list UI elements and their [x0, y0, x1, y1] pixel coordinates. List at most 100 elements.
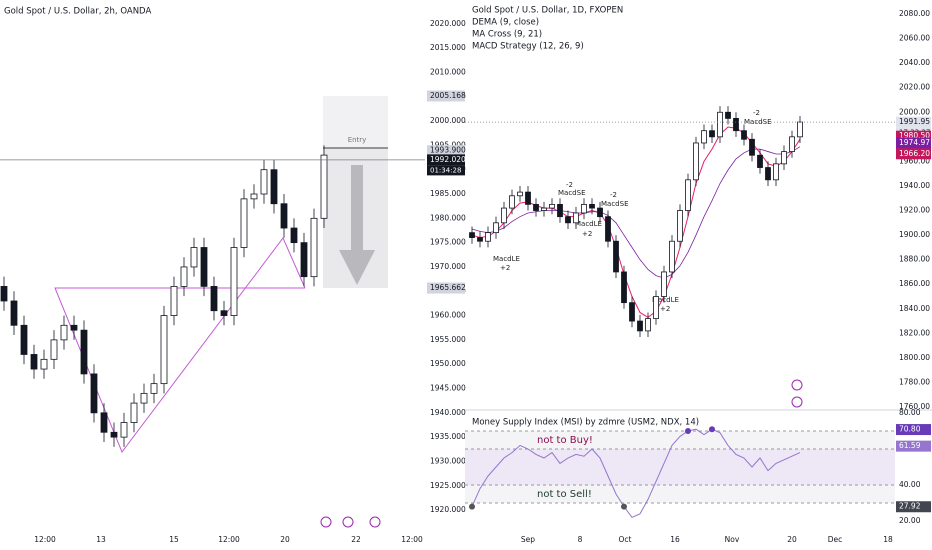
candle-body: [677, 210, 683, 242]
x-tick-label: 12:00: [218, 535, 240, 544]
price-label: 1974.97: [899, 138, 930, 147]
candle-body: [240, 198, 248, 248]
candle-body: [525, 191, 531, 205]
x-tick-label: Oct: [619, 535, 632, 544]
signal-label: MacdLE: [493, 255, 520, 263]
candle-body: [180, 266, 188, 287]
candle-body: [621, 271, 627, 304]
y-tick-label: 1860.00: [899, 279, 930, 288]
lower-zone: [465, 485, 895, 504]
candle-body: [709, 130, 715, 138]
candle-body: [757, 154, 763, 168]
x-tick-label: 20: [787, 535, 797, 544]
price-label: 1980.50: [899, 131, 930, 140]
signal-point: [709, 426, 715, 433]
price-label-box: [427, 282, 465, 294]
candle-body: [170, 285, 178, 316]
candle-body: [0, 285, 8, 302]
price-label: 1966.20: [899, 149, 930, 158]
candle-body: [765, 167, 771, 181]
price-label-box: [896, 424, 931, 436]
y-tick-label: 1940.000: [430, 408, 466, 417]
candle-body: [637, 320, 643, 332]
price-label-box: [896, 148, 931, 160]
signal-label: MacdSE: [558, 189, 586, 197]
price-label: 61.59: [899, 441, 921, 450]
candle-body: [605, 216, 611, 242]
y-tick-label: 2020.000: [430, 19, 466, 28]
x-tick-label: 12:00: [34, 535, 56, 544]
candle-body: [477, 237, 483, 242]
candle-body: [557, 203, 563, 218]
moving-average: [471, 146, 801, 279]
candle-body: [661, 271, 667, 297]
candle-body: [270, 169, 278, 205]
signal-point: [685, 428, 691, 435]
candle-body: [210, 285, 218, 312]
pattern-lines: [54, 237, 306, 454]
signal-label: MacdSE: [601, 200, 629, 208]
level-band: [465, 449, 895, 486]
y-tick-label: 2080.00: [899, 9, 930, 18]
candle-body: [749, 138, 755, 156]
y-tick-label: 1880.00: [899, 255, 930, 264]
y-tick-label: 1820.00: [899, 328, 930, 337]
y-tick-label: 2010.000: [430, 67, 466, 76]
price-label-box: [427, 145, 465, 157]
signal-label: +2: [500, 264, 510, 272]
candle-body: [685, 179, 691, 211]
candle-body: [10, 300, 18, 326]
y-tick-label: 2015.000: [430, 43, 466, 52]
candle-body: [120, 422, 128, 438]
y-tick-label: 1955.000: [430, 335, 466, 344]
y-tick-label: 1945.000: [430, 384, 466, 393]
candle-body: [501, 207, 507, 224]
y-tick-label: 20.00: [899, 516, 921, 525]
y-tick-label: 1840.00: [899, 304, 930, 313]
candle-body: [581, 203, 587, 214]
candle-body: [310, 217, 318, 278]
x-tick-label: 22: [351, 535, 361, 544]
signal-label: +2: [660, 305, 670, 313]
candle-body: [80, 329, 88, 375]
x-tick-label: 12:00: [401, 535, 423, 544]
price-label: 1993.900: [430, 146, 466, 155]
y-tick-label: 40.00: [899, 480, 921, 489]
candle-body: [70, 324, 78, 331]
candle-body: [613, 240, 619, 273]
candle-body: [20, 324, 28, 355]
price-label-box: [896, 137, 931, 149]
upper-zone: [465, 431, 895, 450]
x-tick-label: 18: [883, 535, 893, 544]
y-tick-label: 1920.00: [899, 206, 930, 215]
y-tick-label: 1960.00: [899, 156, 930, 165]
y-tick-label: 2000.000: [430, 116, 466, 125]
y-tick-label: 1920.000: [430, 505, 466, 514]
candle-body: [30, 354, 38, 370]
y-tick-label: 1985.000: [430, 189, 466, 198]
y-tick-label: 1940.00: [899, 181, 930, 190]
candle-body: [741, 130, 747, 140]
candle-body: [733, 118, 739, 132]
candle-body: [290, 227, 298, 244]
candle-body: [320, 154, 328, 219]
candle-body: [653, 296, 659, 320]
y-tick-label: 1980.000: [430, 213, 466, 222]
candle-body: [230, 247, 238, 316]
candle-body: [100, 412, 108, 433]
signal-label: -2: [566, 181, 573, 189]
y-tick-label: 1760.00: [899, 402, 930, 411]
candle-body: [110, 431, 118, 438]
price-label: 1991.95: [899, 117, 930, 126]
candle-body: [260, 169, 268, 195]
candle-body: [517, 191, 523, 197]
entry-label: Entry: [348, 136, 367, 144]
indicator: DEMA (9, close): [472, 18, 539, 28]
signal-label: +2: [582, 230, 592, 238]
right-title: Gold Spot / U.S. Dollar, 1D, FXOPEN: [472, 6, 623, 16]
price-label-box: [427, 154, 465, 166]
candle-body: [597, 207, 603, 218]
price-label: 27.92: [899, 502, 921, 511]
signal-point: [621, 503, 627, 510]
